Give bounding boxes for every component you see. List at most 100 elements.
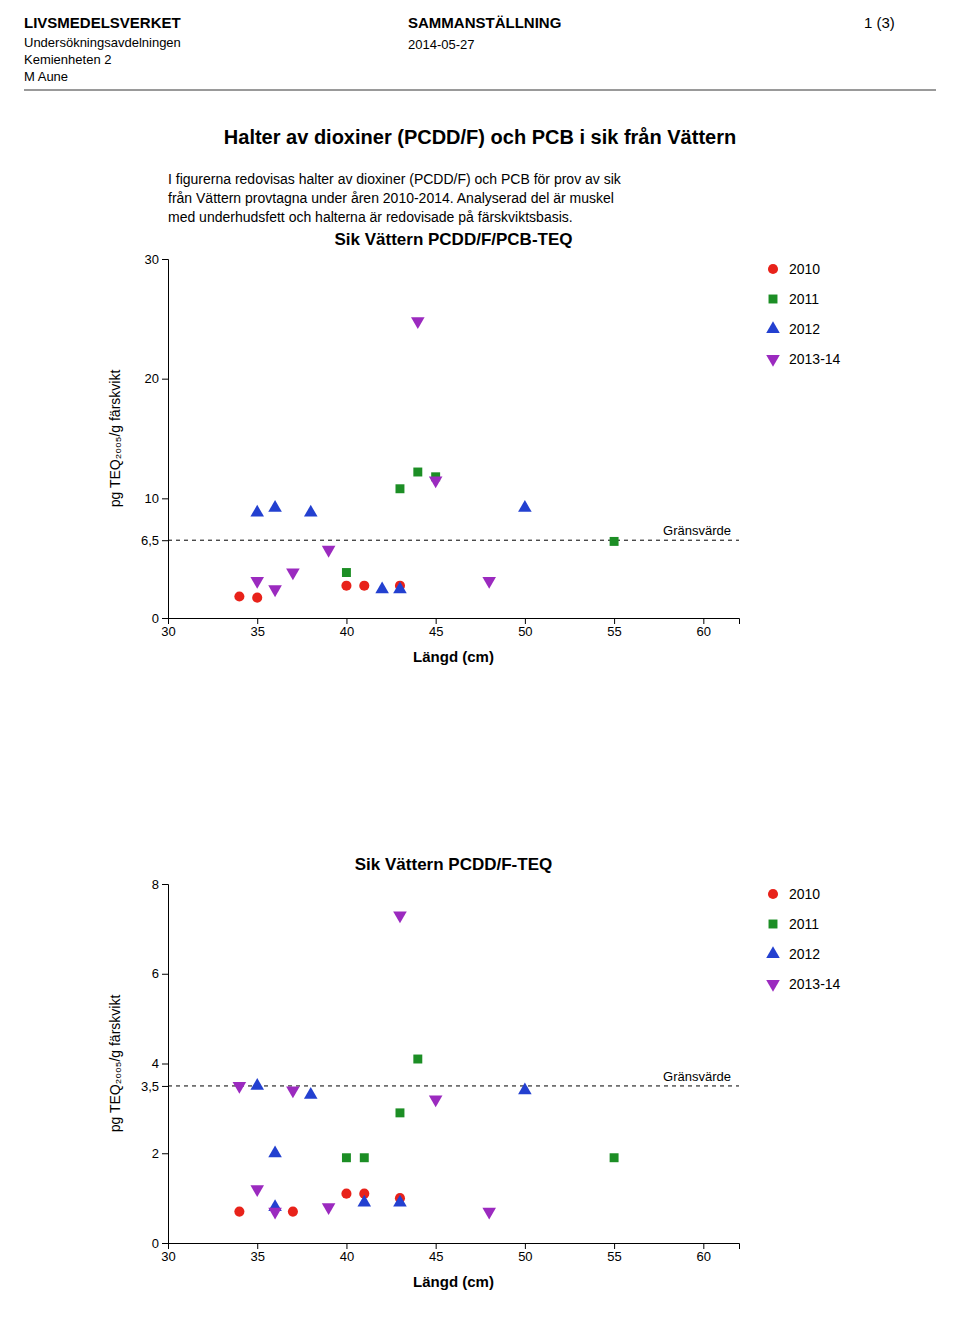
y-tick: 0 — [152, 1236, 168, 1251]
point — [286, 1087, 300, 1099]
legend-symbol — [766, 980, 780, 992]
x-tick: 30 — [161, 1243, 175, 1264]
point — [268, 1208, 282, 1220]
legend-label: 2013-14 — [789, 351, 841, 367]
y-tick-label: 20 — [145, 371, 159, 386]
x-tick-mark — [525, 1243, 526, 1249]
point — [357, 1195, 371, 1207]
main-title: Halter av dioxiner (PCDD/F) och PCB i si… — [224, 126, 736, 148]
header-left: LIVSMEDELSVERKET — [24, 14, 181, 31]
point — [268, 500, 282, 512]
body-text: med underhudsfett och halterna är redovi… — [168, 209, 573, 225]
x-tick: 50 — [518, 618, 532, 639]
point — [322, 546, 336, 558]
header-date: 2014-05-27 — [408, 37, 475, 52]
point — [518, 1083, 532, 1095]
legend: 2010 2011 2012 2013-14 — [766, 261, 840, 367]
point — [518, 500, 532, 512]
x-tick: 55 — [607, 618, 621, 639]
legend-item: 2012 — [766, 946, 820, 962]
y-tick: 20 — [145, 371, 168, 386]
x-tick-mark — [436, 1243, 437, 1249]
legend-label: 2010 — [789, 886, 820, 902]
point — [341, 581, 351, 591]
x-tick: 45 — [429, 618, 443, 639]
chart: 30354045505560023,5468Sik Vättern PCDD/F… — [107, 855, 841, 1290]
point — [429, 476, 443, 488]
legend-label: 2011 — [789, 916, 819, 932]
y-tick-mark — [162, 498, 168, 499]
point — [304, 1087, 318, 1099]
x-tick-label: 30 — [161, 1249, 175, 1264]
y-tick-mark — [162, 1153, 168, 1154]
legend-symbol — [769, 295, 778, 304]
header-left: Kemienheten 2 — [24, 52, 111, 67]
legend-item: 2013-14 — [766, 351, 840, 367]
x-tick-mark — [703, 1243, 704, 1249]
y-tick: 6,5 — [141, 533, 168, 548]
x-tick: 30 — [161, 618, 175, 639]
y-tick-mark — [162, 884, 168, 885]
legend-label: 2013-14 — [789, 976, 841, 992]
point — [393, 1195, 407, 1207]
plot-area — [168, 317, 739, 602]
header-page: 1 (3) — [864, 14, 895, 31]
legend-label: 2010 — [789, 261, 820, 277]
y-axis-title: pg TEQ₂₀₀₅/g färskvikt — [107, 995, 123, 1133]
legend-item: 2010 — [768, 261, 820, 277]
y-tick-label: 2 — [152, 1146, 159, 1161]
annotation: Gränsvärde — [663, 523, 731, 538]
y-axis-line — [162, 885, 169, 1244]
x-tick-label: 30 — [161, 624, 175, 639]
legend-item: 2012 — [766, 321, 820, 337]
legend-item: 2010 — [768, 886, 820, 902]
x-tick-label: 45 — [429, 1249, 443, 1264]
legend-symbol — [768, 264, 778, 274]
header-rule — [24, 90, 936, 91]
point — [610, 537, 619, 546]
series — [234, 1189, 405, 1217]
x-tick-label: 55 — [607, 1249, 621, 1264]
series — [342, 468, 619, 577]
point — [393, 911, 407, 923]
point — [252, 593, 262, 603]
legend-item: 2013-14 — [766, 976, 840, 992]
point — [393, 581, 407, 593]
y-tick-label: 0 — [152, 1236, 159, 1251]
point — [395, 1108, 404, 1117]
x-axis-line — [169, 619, 740, 625]
point — [268, 1145, 282, 1157]
y-axis: 06,5102030 — [141, 252, 169, 626]
x-axis: 30354045505560 — [161, 618, 739, 639]
point — [250, 1078, 264, 1090]
point — [288, 1207, 298, 1217]
y-tick: 4 — [152, 1056, 168, 1071]
point — [234, 1207, 244, 1217]
legend-symbol — [766, 321, 780, 333]
series — [250, 1078, 531, 1211]
x-tick-label: 55 — [607, 624, 621, 639]
y-tick-label: 10 — [145, 491, 159, 506]
x-axis-title: Längd (cm) — [413, 1273, 494, 1290]
y-tick-label: 6 — [152, 966, 159, 981]
x-tick-label: 60 — [697, 624, 711, 639]
x-axis-line — [169, 1244, 740, 1250]
x-axis: 30354045505560 — [161, 1243, 739, 1264]
series — [250, 500, 531, 593]
x-tick-mark — [525, 618, 526, 624]
x-tick-label: 45 — [429, 624, 443, 639]
legend-item: 2011 — [769, 291, 820, 307]
point — [250, 1185, 264, 1197]
x-tick-mark — [614, 618, 615, 624]
point — [341, 1189, 351, 1199]
x-tick-label: 50 — [518, 624, 532, 639]
legend: 2010 2011 2012 2013-14 — [766, 886, 840, 992]
x-tick: 35 — [250, 1243, 264, 1264]
chart: 3035404550556006,5102030Sik Vättern PCDD… — [107, 230, 841, 665]
point — [342, 1153, 351, 1162]
point — [413, 1055, 422, 1064]
plot-area — [168, 911, 739, 1219]
y-tick: 8 — [152, 877, 168, 892]
x-tick-label: 60 — [697, 1249, 711, 1264]
x-tick: 55 — [607, 1243, 621, 1264]
